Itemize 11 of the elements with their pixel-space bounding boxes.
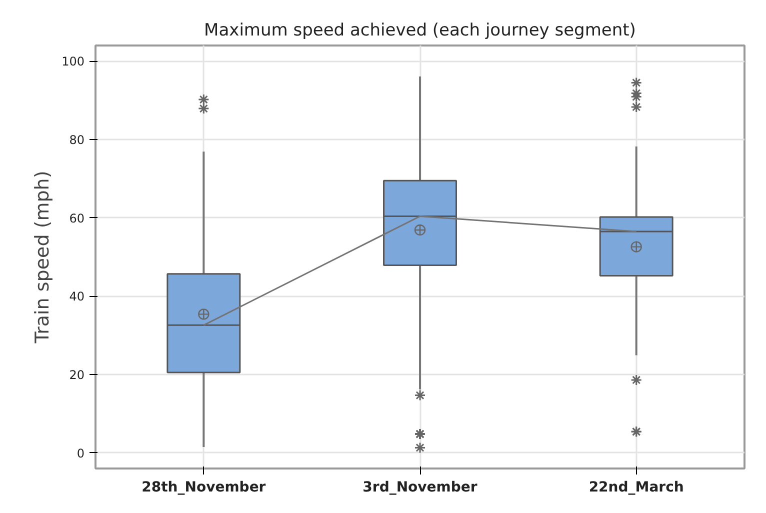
x-tick-label: 22nd_March: [588, 480, 684, 496]
x-tick-label: 28th_November: [142, 480, 266, 496]
y-tick-label: 0: [76, 446, 85, 460]
y-axis-title: Train speed (mph): [32, 170, 54, 344]
y-tick-label: 60: [69, 211, 85, 226]
y-tick-label: 80: [69, 133, 85, 147]
chart-title: Maximum speed achieved (each journey segment): [204, 20, 636, 40]
x-tick-label: 3rd_November: [362, 480, 478, 496]
y-tick-label: 20: [69, 368, 85, 382]
y-tick-label: 100: [62, 54, 84, 69]
y-tick-label: 40: [69, 290, 85, 304]
